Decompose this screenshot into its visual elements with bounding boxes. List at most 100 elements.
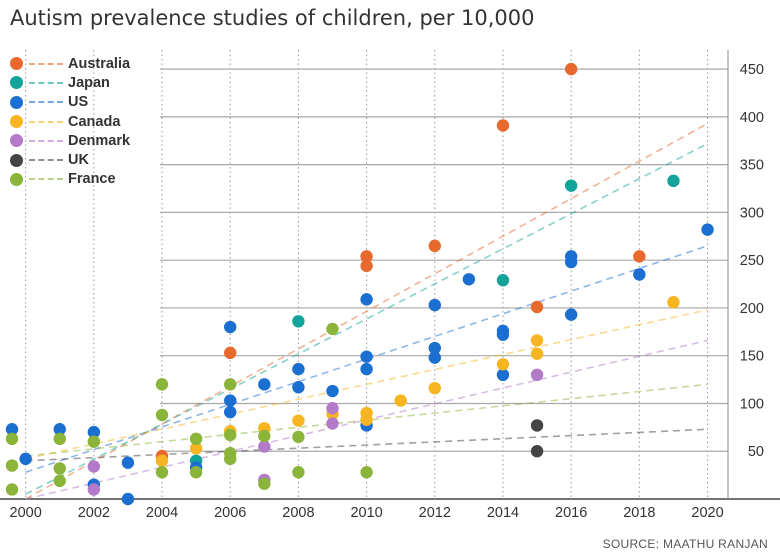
legend-marker <box>10 76 23 90</box>
data-point-france <box>189 466 203 479</box>
trend-line-uk <box>25 428 708 462</box>
trend-line-australia <box>25 122 708 500</box>
data-point-us <box>428 351 441 364</box>
data-point-denmark <box>326 402 339 415</box>
data-point-france <box>326 322 339 336</box>
data-point-canada <box>530 347 544 360</box>
data-point-us <box>224 320 237 334</box>
legend-item-uk: UK <box>10 150 130 169</box>
legend-dash <box>29 139 63 142</box>
data-point-us <box>258 378 271 391</box>
y-tick-label: 150 <box>740 349 764 365</box>
data-point-australia <box>633 250 646 263</box>
data-point-us <box>564 250 578 263</box>
data-point-japan <box>667 174 680 188</box>
data-point-australia <box>360 259 373 273</box>
data-point-us <box>496 324 510 338</box>
legend: Australia Japan US Canada Denmark UK France <box>10 54 130 189</box>
data-point-us <box>5 423 19 436</box>
data-point-denmark <box>258 440 271 453</box>
data-point-denmark <box>87 483 101 496</box>
data-point-canada <box>530 334 544 347</box>
x-tick-label: 2004 <box>146 505 178 521</box>
data-point-canada <box>394 394 407 407</box>
x-tick-label: 2020 <box>691 505 723 521</box>
data-point-france <box>53 462 66 475</box>
data-point-australia <box>564 62 578 76</box>
legend-marker <box>10 134 23 148</box>
legend-label: Denmark <box>68 132 131 149</box>
data-point-canada <box>496 358 510 371</box>
legend-dash <box>29 159 63 162</box>
legend-marker <box>10 153 23 167</box>
data-point-us <box>564 308 578 321</box>
data-point-france <box>87 435 101 448</box>
y-tick-label: 450 <box>740 62 764 78</box>
data-point-canada <box>360 413 373 426</box>
data-point-canada <box>292 414 305 427</box>
legend-label: Japan <box>68 74 110 91</box>
data-point-us <box>360 350 373 363</box>
x-tick-label: 2014 <box>487 505 519 521</box>
legend-item-france: France <box>10 170 130 189</box>
x-tick-label: 2012 <box>419 505 451 521</box>
legend-item-us: US <box>10 93 130 112</box>
y-tick-label: 300 <box>740 205 764 221</box>
legend-label: UK <box>68 152 89 169</box>
legend-item-japan: Japan <box>10 73 130 92</box>
data-point-us <box>428 298 441 312</box>
data-point-australia <box>360 250 373 263</box>
y-tick-label: 350 <box>740 158 764 174</box>
data-point-us <box>19 452 32 466</box>
data-point-australia <box>428 239 441 253</box>
data-point-france <box>155 408 169 422</box>
x-tick-label: 2000 <box>10 505 42 521</box>
trend-line-canada <box>25 309 708 460</box>
data-point-japan <box>564 179 578 192</box>
legend-marker <box>10 115 23 129</box>
data-point-us <box>326 384 339 398</box>
data-point-denmark <box>87 460 101 473</box>
legend-item-australia: Australia <box>10 54 130 73</box>
data-point-canada <box>189 442 203 455</box>
data-point-us <box>224 394 237 407</box>
y-tick-label: 400 <box>740 110 764 126</box>
data-point-france <box>53 432 66 446</box>
data-point-france <box>5 483 19 496</box>
data-point-france <box>5 459 19 472</box>
legend-label: US <box>68 94 89 111</box>
data-point-canada <box>428 381 441 395</box>
data-point-us <box>701 223 714 236</box>
data-point-us <box>360 362 373 376</box>
data-point-us <box>121 456 135 469</box>
data-point-us <box>292 362 305 376</box>
x-tick-label: 2002 <box>78 505 110 521</box>
data-point-canada <box>155 454 169 467</box>
tick-labels: 2000 2002 2004 2006 2008 2010 2012 2014 2016 2018… <box>10 62 764 521</box>
x-tick-label: 2010 <box>350 505 382 521</box>
data-point-france <box>155 378 169 391</box>
data-point-france <box>5 432 19 446</box>
data-point-us <box>121 492 135 506</box>
data-point-france <box>53 474 66 488</box>
chart-title: Autism prevalence studies of children, p… <box>10 6 535 30</box>
legend-item-canada: Canada <box>10 112 130 131</box>
x-tick-label: 2016 <box>555 505 587 521</box>
data-point-us <box>53 423 66 436</box>
legend-marker <box>10 57 23 71</box>
data-point-us <box>633 268 646 281</box>
source-note: SOURCE: MAATHU RANJAN <box>602 537 768 551</box>
y-tick-label: 250 <box>740 253 764 269</box>
legend-marker <box>10 95 23 109</box>
data-point-australia <box>530 300 544 314</box>
y-tick-label: 100 <box>740 396 764 412</box>
data-point-france <box>292 430 305 444</box>
x-tick-label: 2008 <box>282 505 314 521</box>
data-point-france <box>224 428 237 442</box>
data-point-france <box>360 466 373 479</box>
data-point-us <box>496 368 510 382</box>
data-point-us <box>224 405 237 419</box>
data-point-denmark <box>530 368 544 382</box>
legend-dash <box>29 81 63 84</box>
data-point-denmark <box>326 417 339 430</box>
